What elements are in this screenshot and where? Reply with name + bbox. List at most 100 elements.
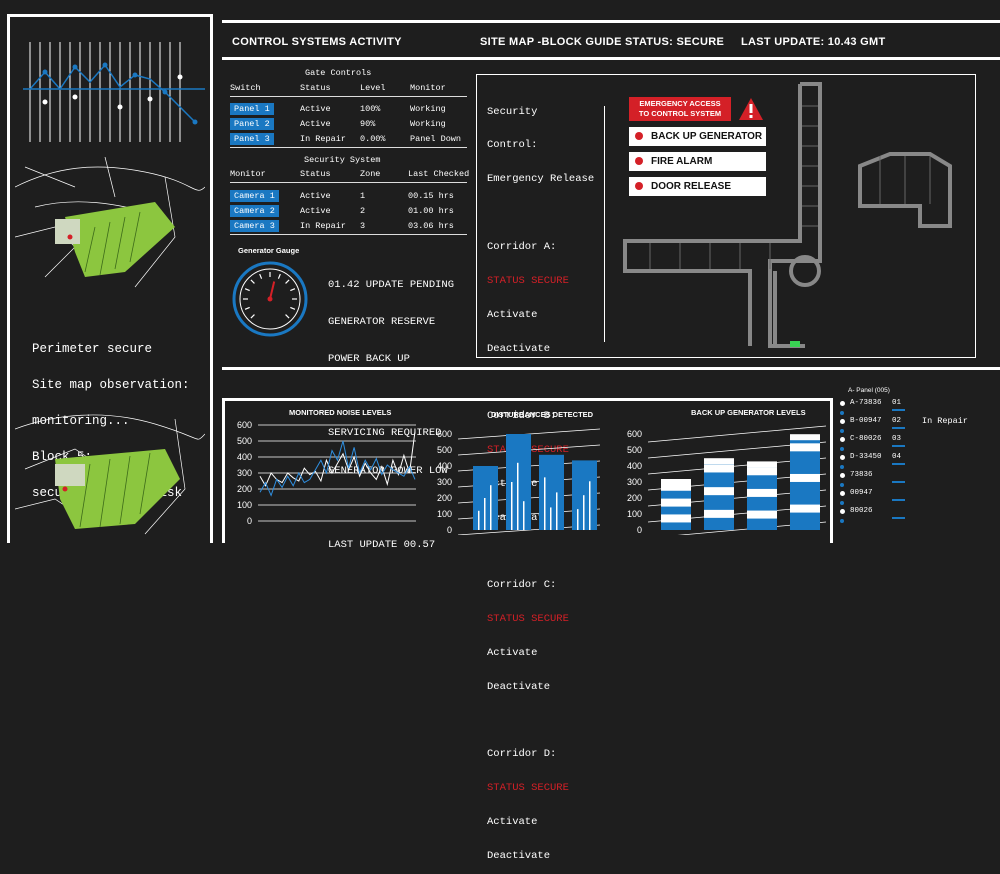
bullet-icon: [840, 437, 845, 442]
corridor-d-activate[interactable]: Activate: [487, 816, 538, 829]
status-cell: Active: [300, 190, 331, 201]
col-header: Monitor: [410, 82, 446, 93]
bar-stripe: [583, 495, 585, 530]
alert-dot-icon: [635, 132, 643, 140]
corridor-d-label: Corridor D:: [487, 748, 557, 761]
bar-stripe: [544, 477, 546, 530]
checked-cell: 03.06 hrs: [408, 220, 454, 231]
corridor-c-deactivate[interactable]: Deactivate: [487, 680, 551, 693]
bar-stripe: [478, 510, 480, 530]
panel-code: A-73836: [850, 399, 882, 407]
panel-2-button[interactable]: Panel 2: [230, 117, 274, 130]
disturbances-chart: 600 500 400 300 200 100 0: [437, 428, 601, 535]
corridor-a-deactivate[interactable]: Deactivate: [487, 342, 551, 355]
gauge-needle: [269, 281, 276, 300]
generator-info: 01.42 UPDATE PENDING GENERATOR RESERVE P…: [328, 254, 454, 563]
corridor-c-activate[interactable]: Activate: [487, 646, 538, 659]
log-line: Perimeter secure: [32, 342, 153, 356]
y-tick-label: 300: [437, 477, 452, 487]
y-tick-label: 100: [437, 509, 452, 519]
left-sidebar: Perimeter secure Site map observation: m…: [7, 14, 213, 543]
bar-band: [747, 467, 777, 476]
generator-gauge-title: Generator Gauge: [238, 246, 300, 255]
y-tick-label: 600: [437, 429, 452, 439]
corridor-a-activate[interactable]: Activate: [487, 308, 538, 321]
divider: [230, 147, 467, 148]
status-dot-icon: [840, 483, 844, 487]
floor-plan-map: [623, 82, 952, 348]
table-row: Panel 3 In Repair 0.00% Panel Down: [230, 131, 470, 146]
camera-3-button[interactable]: Camera 3: [230, 219, 279, 232]
panel-list-item[interactable]: C-80026 03: [840, 435, 920, 453]
y-tick-label: 300: [237, 468, 252, 478]
backup-generator-button[interactable]: BACK UP GENERATOR: [629, 127, 766, 146]
panel-code: C-80026: [850, 435, 882, 443]
generator-line: GENERATOR RESERVE: [328, 316, 436, 329]
bar-band: [790, 473, 820, 482]
table-row: Camera 2 Active 2 01.00 hrs: [230, 203, 470, 218]
col-header: Monitor: [230, 168, 266, 179]
log-line: Site map observation:: [32, 378, 190, 392]
security-control-title: Control:: [487, 139, 538, 152]
gauge-tick: [277, 273, 281, 279]
panel-list-item[interactable]: B-00947 02: [840, 417, 920, 435]
bar-band: [704, 464, 734, 473]
gauge-tick: [290, 306, 296, 310]
y-tick-label: 400: [237, 452, 252, 462]
noise-chart-title: MONITORED NOISE LEVELS: [289, 408, 392, 417]
level-cell: 90%: [360, 118, 376, 129]
panel-level-bar: [892, 499, 905, 501]
bar-band: [661, 498, 691, 507]
panel-number: 01: [892, 399, 902, 407]
bullet-icon: [840, 491, 845, 496]
bar-band: [747, 488, 777, 497]
camera-2-button[interactable]: Camera 2: [230, 204, 279, 217]
bar-stripe: [577, 509, 579, 530]
status-cell: In Repair: [300, 220, 346, 231]
bullet-icon: [840, 455, 845, 460]
corridor-d-deactivate[interactable]: Deactivate: [487, 850, 551, 862]
panel-list-item[interactable]: 80026: [840, 507, 920, 525]
table-row: Camera 3 In Repair 3 03.06 hrs: [230, 218, 470, 233]
bar-band: [661, 482, 691, 491]
panel-3-button[interactable]: Panel 3: [230, 132, 274, 145]
corridor-a-label: Corridor A:: [487, 240, 557, 253]
noise-series-line: [259, 431, 416, 487]
corridor-a-status: STATUS SECURE: [487, 274, 569, 287]
level-cell: 100%: [360, 103, 381, 114]
gauge-tick: [244, 288, 250, 292]
panel-list-item[interactable]: A-73836 01: [840, 399, 920, 417]
monitor-cell: Working: [410, 118, 446, 129]
divider: [230, 234, 467, 235]
table-row: Panel 1 Active 100% Working: [230, 101, 470, 116]
bar-stripe: [511, 482, 513, 530]
section-rule: [222, 367, 1000, 370]
generator-line: 01.42 UPDATE PENDING: [328, 278, 455, 291]
generator-bar: [790, 437, 820, 530]
panel-1-button[interactable]: Panel 1: [230, 102, 274, 115]
door-release-button[interactable]: DOOR RELEASE: [629, 177, 766, 196]
header-control-title: CONTROL SYSTEMS ACTIVITY: [232, 36, 402, 48]
bullet-icon: [840, 473, 845, 478]
corridor-b-label: Corridor B:: [487, 410, 557, 423]
col-header: Level: [360, 82, 386, 93]
camera-1-button[interactable]: Camera 1: [230, 189, 279, 202]
panel-list-item[interactable]: 00947: [840, 489, 920, 507]
panel-list-item[interactable]: D-33450 04: [840, 453, 920, 471]
bar-stripe: [517, 462, 519, 530]
fire-alarm-button[interactable]: FIRE ALARM: [629, 152, 766, 171]
y-tick-label: 100: [627, 509, 642, 519]
button-label: DOOR RELEASE: [651, 181, 732, 192]
corridor-d-status: STATUS SECURE: [487, 782, 569, 795]
security-control-panel: [476, 74, 976, 358]
gauge-tick: [244, 306, 250, 310]
checked-cell: 01.00 hrs: [408, 205, 454, 216]
alert-dot-icon: [635, 182, 643, 190]
panel-level-bar: [892, 445, 905, 447]
panel-level-bar: [892, 463, 905, 465]
panel-list-item[interactable]: 73836: [840, 471, 920, 489]
panel-code: B-00947: [850, 417, 882, 425]
zone-cell: 2: [360, 205, 366, 216]
status-cell: Active: [300, 103, 331, 114]
gauge-tick: [285, 314, 290, 319]
